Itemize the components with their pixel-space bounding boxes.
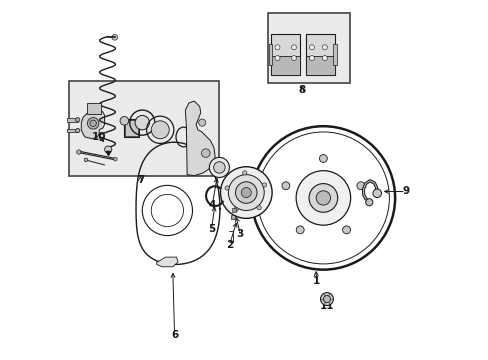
Polygon shape (156, 257, 178, 267)
Circle shape (342, 226, 350, 234)
Text: 4: 4 (208, 200, 216, 210)
Bar (67, 129, 78, 132)
Circle shape (322, 55, 326, 60)
Text: 3: 3 (236, 229, 244, 239)
Circle shape (87, 118, 99, 129)
Bar (271, 34, 300, 75)
Circle shape (274, 45, 280, 50)
Circle shape (228, 175, 264, 211)
Circle shape (84, 158, 88, 162)
Text: 6: 6 (171, 330, 178, 340)
Bar (69, 81, 219, 176)
Circle shape (198, 119, 205, 126)
Circle shape (282, 182, 289, 190)
Circle shape (113, 157, 117, 161)
Text: 11: 11 (319, 301, 333, 311)
Bar (268, 44, 272, 65)
Circle shape (319, 154, 326, 162)
Polygon shape (81, 110, 104, 139)
Circle shape (296, 226, 304, 234)
Circle shape (308, 184, 337, 212)
Circle shape (120, 117, 128, 125)
Text: 9: 9 (402, 186, 408, 197)
Circle shape (90, 120, 96, 127)
Bar (333, 44, 336, 65)
Circle shape (241, 188, 251, 198)
Circle shape (201, 149, 210, 157)
Circle shape (356, 182, 364, 190)
Circle shape (76, 129, 80, 133)
Circle shape (274, 55, 280, 60)
Circle shape (322, 45, 326, 50)
Circle shape (233, 207, 238, 212)
Circle shape (242, 171, 246, 175)
Text: 1: 1 (312, 276, 319, 286)
Bar (125, 120, 138, 136)
Text: 5: 5 (207, 225, 215, 234)
Circle shape (77, 150, 81, 154)
Circle shape (76, 118, 80, 122)
Circle shape (372, 189, 381, 198)
Circle shape (256, 206, 261, 210)
Circle shape (296, 171, 350, 225)
Circle shape (320, 293, 333, 306)
Circle shape (151, 121, 169, 139)
Polygon shape (185, 101, 215, 176)
Circle shape (309, 45, 314, 50)
Bar (124, 119, 139, 137)
Circle shape (213, 162, 224, 173)
Circle shape (224, 186, 229, 190)
Circle shape (365, 199, 372, 206)
Circle shape (209, 157, 229, 177)
Circle shape (112, 35, 117, 40)
Text: 10: 10 (92, 132, 106, 142)
Circle shape (135, 116, 149, 130)
Bar (86, 103, 101, 114)
Circle shape (309, 55, 314, 60)
Circle shape (262, 183, 266, 187)
Circle shape (104, 146, 112, 153)
Circle shape (235, 182, 257, 203)
Text: 2: 2 (225, 240, 233, 250)
Circle shape (291, 55, 296, 60)
Circle shape (291, 45, 296, 50)
Bar (305, 34, 334, 75)
Bar (305, 55, 334, 75)
Circle shape (323, 296, 330, 303)
Bar (67, 118, 78, 122)
Bar (271, 55, 300, 75)
Circle shape (316, 191, 330, 205)
Circle shape (220, 167, 271, 219)
Text: 8: 8 (298, 85, 305, 95)
Bar (267, 13, 349, 83)
Text: 7: 7 (137, 175, 144, 185)
